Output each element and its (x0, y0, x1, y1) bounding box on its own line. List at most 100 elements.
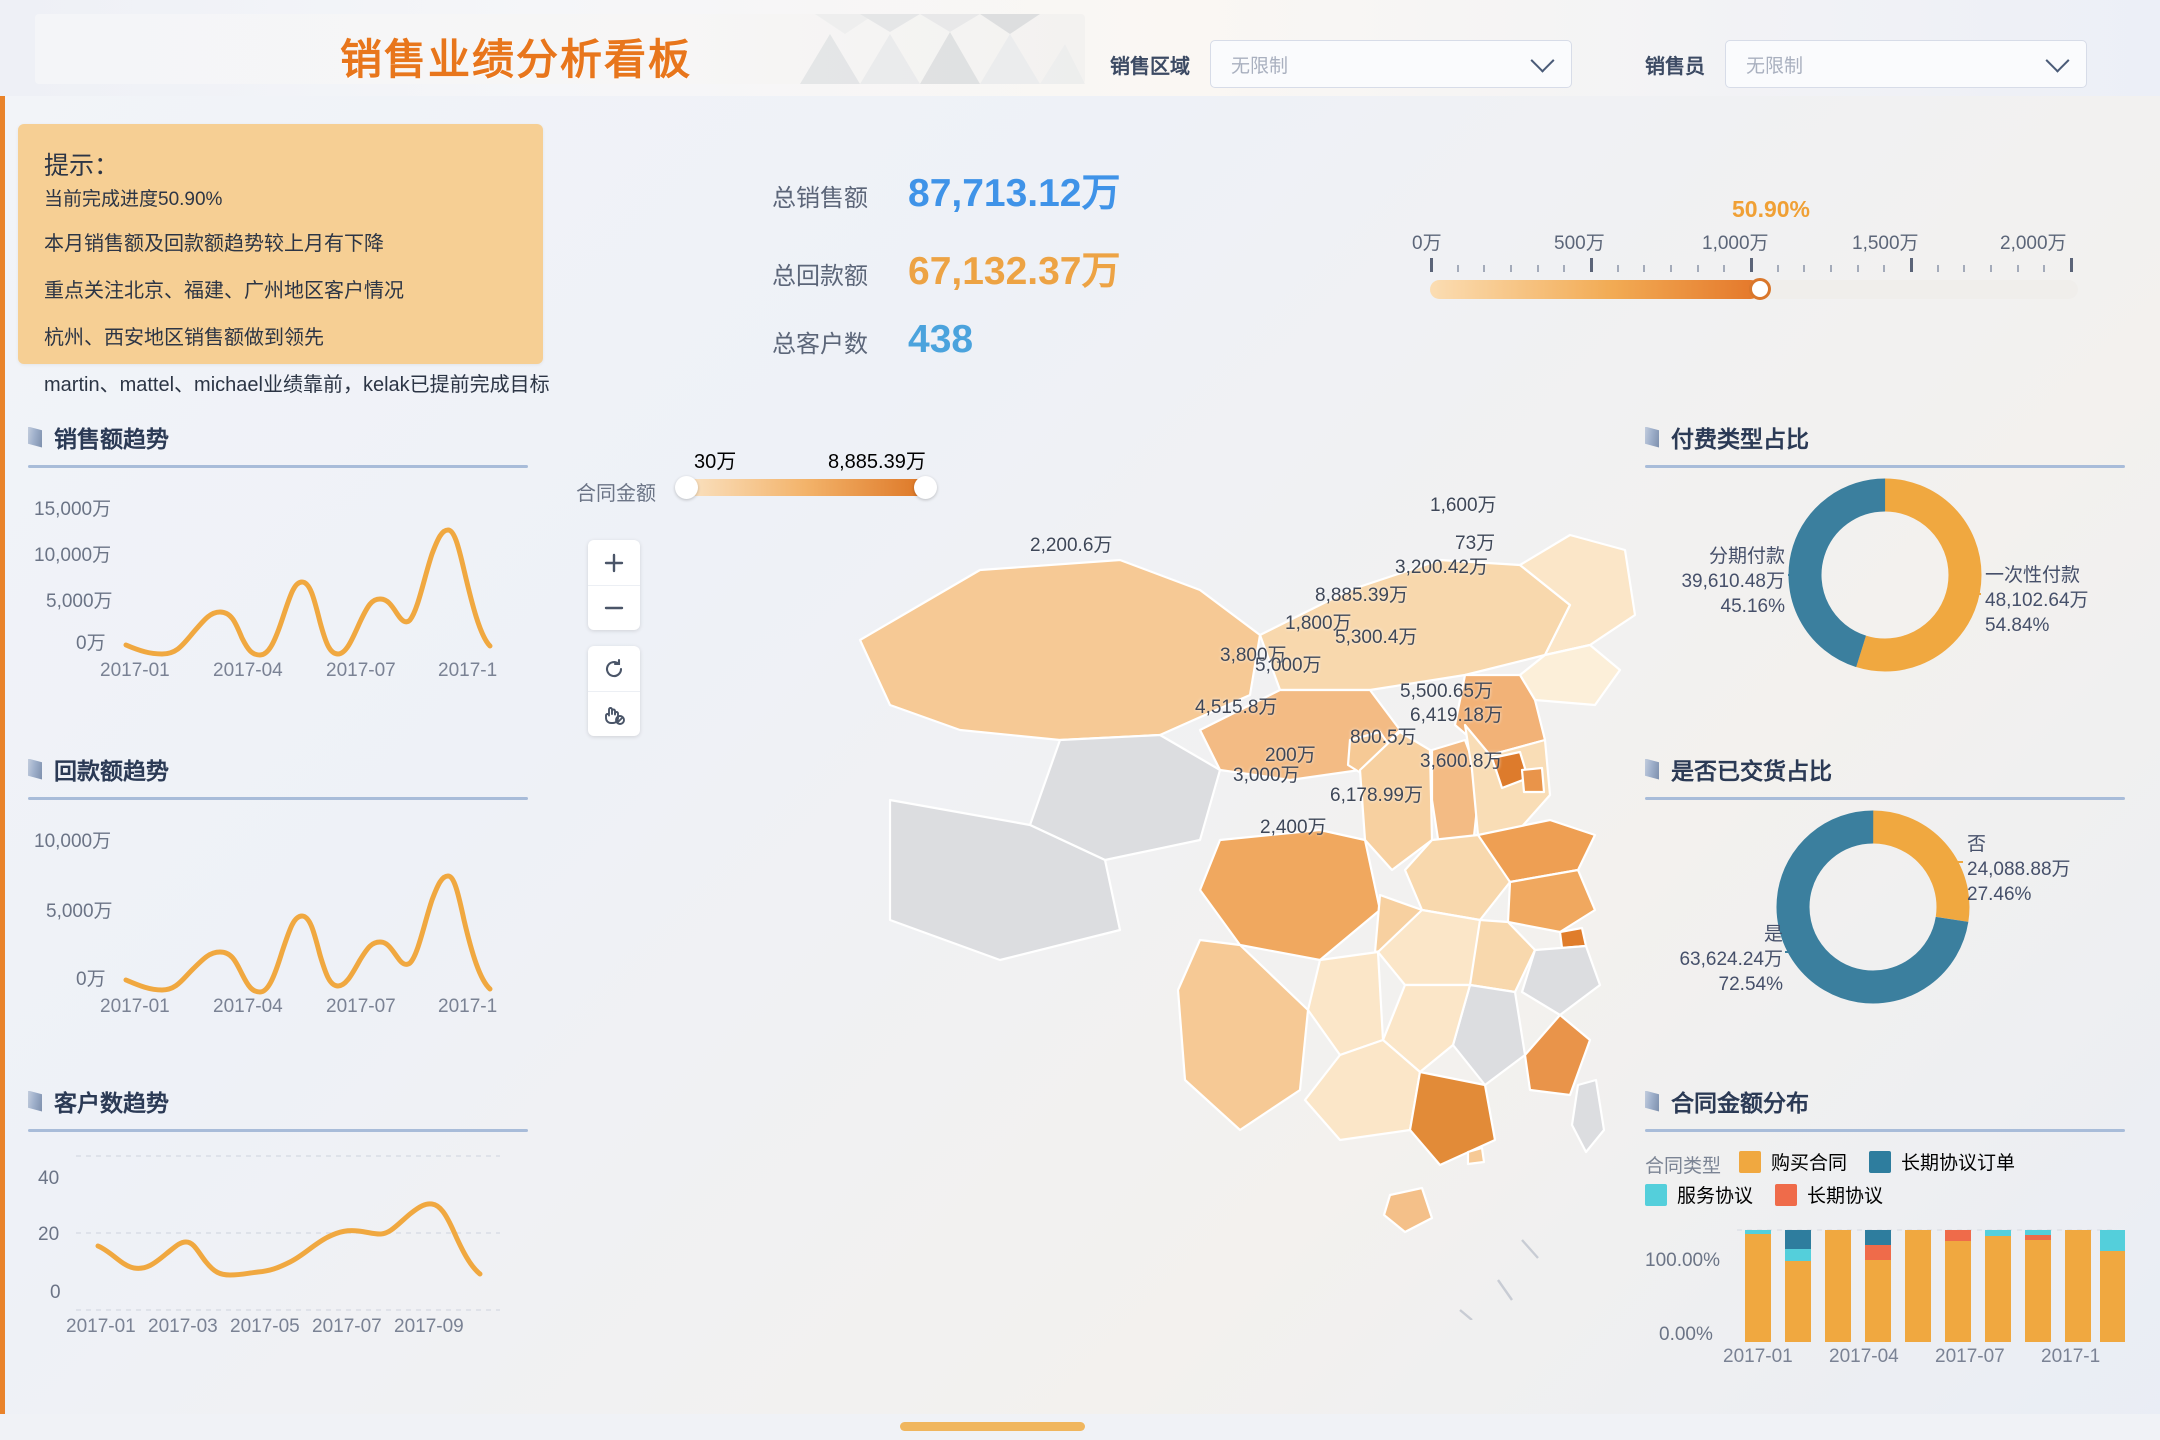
contract-amount-track[interactable] (675, 476, 937, 499)
legend-item-purchase[interactable]: 购买合同 (1739, 1148, 1847, 1175)
contract-amount-knob-min[interactable] (675, 476, 698, 499)
map-region-label: 2,200.6万 (1030, 535, 1113, 556)
customer-trend-grid (76, 1155, 500, 1311)
chart-payment-type[interactable]: 分期付款 39,610.48万 45.16% 一次性付款 48,102.64万 … (1645, 468, 2125, 683)
progress-knob[interactable] (1748, 278, 1771, 300)
x-tick: 2017-09 (394, 1316, 464, 1337)
flag-icon (1645, 426, 1659, 448)
y-tick: 40 (38, 1168, 60, 1189)
contract-amount-knob-max[interactable] (914, 476, 937, 499)
progress-tick (1990, 265, 1992, 272)
horizontal-scrollbar[interactable] (0, 1414, 2160, 1440)
x-tick: 2017-07 (1935, 1346, 2005, 1367)
slice-amount: 63,624.24万 (1679, 949, 1783, 971)
panel-divider (1645, 1129, 2125, 1132)
tips-line: martin、mattel、michael业绩靠前，kelak已提前完成目标 (44, 374, 550, 396)
map-region-label: 1,600万 (1430, 495, 1497, 516)
y-tick: 15,000万 (34, 499, 112, 520)
flag-icon (28, 426, 42, 448)
tips-line: 杭州、西安地区销售额做到领先 (44, 327, 324, 349)
chart-payback-trend[interactable]: 10,000万 5,000万 0万 2017-01 2017-04 2017-0… (28, 800, 528, 1020)
zoom-in-icon[interactable] (588, 540, 640, 585)
page-title: 销售业绩分析看板 (340, 36, 693, 83)
legend-swatch-icon (1869, 1150, 1892, 1173)
y-tick: 0 (50, 1282, 61, 1303)
x-tick: 2017-03 (148, 1316, 218, 1337)
progress-tick (2070, 258, 2073, 272)
filter-salesperson-value: 无限制 (1746, 55, 1804, 77)
map-action-group[interactable] (588, 646, 640, 736)
delivery-donut[interactable] (1645, 800, 2125, 1015)
progress-tick (1830, 265, 1832, 272)
kpi-total-sales: 总销售额 87,713.12万 (772, 162, 1121, 218)
map-shapes[interactable] (560, 440, 1640, 1320)
map-region-label: 6,419.18万 (1410, 705, 1503, 726)
y-tick: 10,000万 (34, 831, 112, 852)
filter-sales-region-label: 销售区域 (1110, 55, 1190, 78)
progress-tick-label: 2,000万 (2000, 233, 2067, 254)
slice-percent: 72.54% (1718, 974, 1783, 996)
map-region-label: 3,000万 (1233, 765, 1300, 786)
filter-sales-region[interactable]: 销售区域 无限制 (1110, 40, 1572, 88)
map-zoom-group[interactable] (588, 540, 640, 630)
progress-percent-label: 50.90% (1732, 196, 1811, 222)
x-tick: 2017-01 (100, 996, 170, 1017)
payment-type-label-onetime: 一次性付款 48,102.64万 54.84% (1985, 563, 2130, 638)
left-accent-bar (0, 96, 5, 1416)
progress-tick (1430, 258, 1433, 272)
x-tick: 2017-07 (312, 1316, 382, 1337)
filter-salesperson-label: 销售员 (1645, 55, 1705, 78)
pan-disabled-icon[interactable] (588, 691, 640, 736)
legend-item-longterm-order[interactable]: 长期协议订单 (1869, 1148, 2015, 1175)
map-region-label: 5,000万 (1255, 655, 1322, 676)
x-tick: 2017-05 (230, 1316, 300, 1337)
payment-type-donut[interactable] (1645, 468, 2125, 683)
legend-swatch-icon (1775, 1183, 1798, 1206)
panel-delivery-head: 是否已交货占比 (1645, 752, 2125, 797)
chart-customer-trend[interactable]: 40 20 0 2017-01 2017-03 2017-05 2017-07 … (28, 1132, 528, 1352)
dashboard-header: 销售业绩分析看板 销售区域 无限制 销售员 无限制 (0, 0, 2160, 96)
x-tick: 2017-1 (2041, 1346, 2101, 1367)
contract-dist-legend: 合同类型 购买合同 长期协议订单 服务协议 长期协议 (1645, 1148, 2125, 1214)
china-sales-map[interactable]: 合同金额 30万 8,885.39万 (560, 440, 1640, 1320)
map-region-label: 200万 (1265, 745, 1316, 766)
reset-icon[interactable] (588, 646, 640, 691)
progress-track[interactable] (1430, 278, 2078, 300)
panel-divider (1645, 797, 2125, 800)
filter-salesperson-select[interactable]: 无限制 (1725, 40, 2087, 88)
slice-percent: 27.46% (1967, 884, 2032, 906)
payment-type-label-installment: 分期付款 39,610.48万 45.16% (1645, 544, 1785, 619)
chevron-down-icon (2045, 48, 2070, 73)
legend-item-service[interactable]: 服务协议 (1645, 1181, 1753, 1208)
legend-item-longterm[interactable]: 长期协议 (1775, 1181, 1883, 1208)
panel-payment-type-head: 付费类型占比 (1645, 420, 2125, 465)
legend-label: 长期协议 (1807, 1186, 1884, 1207)
legend-swatch-icon (1739, 1150, 1762, 1173)
map-controls[interactable] (588, 540, 640, 752)
y-tick: 20 (38, 1224, 60, 1245)
filter-salesperson[interactable]: 销售员 无限制 (1645, 40, 2087, 88)
x-tick: 2017-04 (213, 996, 283, 1017)
filter-sales-region-select[interactable]: 无限制 (1210, 40, 1572, 88)
kpi-total-sales-label: 总销售额 (772, 185, 868, 212)
flag-icon (1645, 1090, 1659, 1112)
slice-percent: 54.84% (1985, 615, 2050, 637)
slice-percent: 45.16% (1720, 596, 1785, 618)
chart-sales-trend[interactable]: 15,000万 10,000万 5,000万 0万 2017-01 2017-0… (28, 468, 528, 688)
panel-customer-trend-title: 客户数趋势 (54, 1090, 169, 1116)
x-tick: 2017-01 (66, 1316, 136, 1337)
map-region-label: 800.5万 (1350, 727, 1417, 748)
scrollbar-thumb[interactable] (900, 1422, 1085, 1431)
panel-payment-type-title: 付费类型占比 (1671, 426, 1809, 452)
progress-tick (1856, 265, 1859, 272)
progress-tick (1936, 265, 1939, 272)
chart-delivery[interactable]: 否 24,088.88万 27.46% 是 63,624.24万 72.54% (1645, 800, 2125, 1015)
progress-tick (1750, 258, 1753, 272)
zoom-out-icon[interactable] (588, 585, 640, 630)
kpi-total-payback-label: 总回款额 (772, 263, 868, 290)
sales-trend-line (123, 527, 493, 658)
progress-tick-labels: 0万 500万 1,000万 1,500万 2,000万 (1412, 228, 2092, 254)
y-tick: 0万 (76, 633, 106, 654)
chart-contract-dist[interactable]: 100.00% 0.00% 2017-01 2017-04 2017-07 20… (1645, 1218, 2125, 1368)
slice-name: 是 (1763, 924, 1783, 945)
